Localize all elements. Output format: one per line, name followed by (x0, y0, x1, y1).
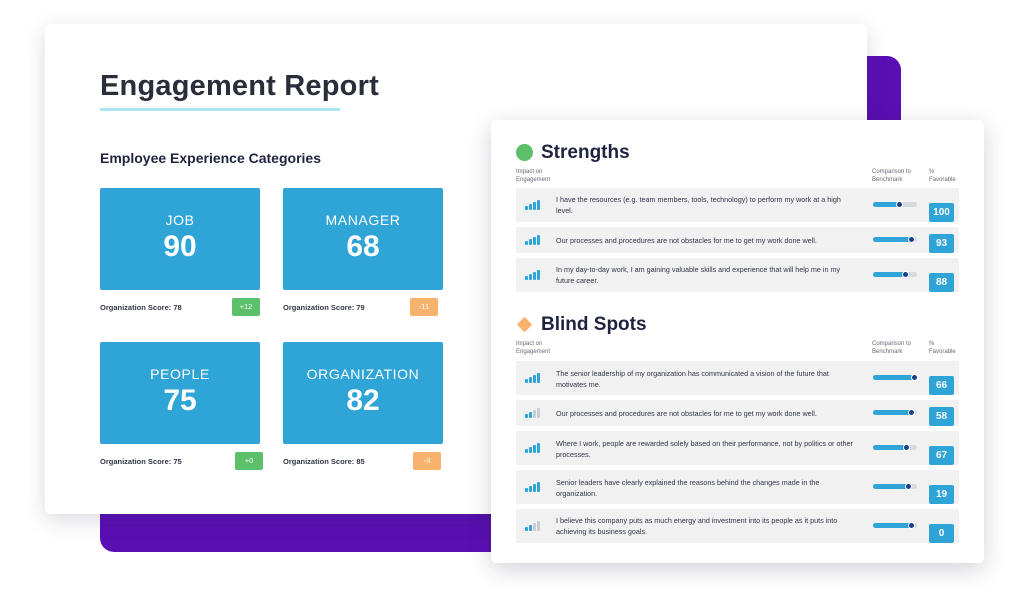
strengths-heading: Strengths (541, 142, 630, 163)
favorable-badge: 19 (929, 485, 954, 504)
category-card-organization[interactable]: ORGANIZATION 82 (283, 342, 443, 444)
question-row[interactable]: I believe this company puts as much ener… (516, 509, 959, 543)
favorable-badge: 93 (929, 234, 954, 253)
favorable-badge: 66 (929, 376, 954, 395)
benchmark-marker (907, 409, 915, 416)
title-underline (100, 108, 340, 111)
favorable-badge: 67 (929, 446, 954, 465)
report-title: Engagement Report (100, 70, 379, 102)
delta-badge: -3 (413, 452, 441, 470)
category-name: MANAGER (325, 212, 401, 228)
favorable-badge: 88 (929, 273, 954, 292)
question-text: Where I work, people are rewarded solely… (556, 439, 853, 459)
survey-results-panel: Strengths Impact on Engagement Compariso… (491, 120, 984, 563)
green-circle-icon (516, 144, 533, 161)
category-card-job[interactable]: JOB 90 (100, 188, 260, 290)
category-score: 75 (163, 384, 197, 417)
question-row[interactable]: Our processes and procedures are not obs… (516, 227, 959, 253)
impact-bars-icon (525, 408, 543, 418)
question-text: In my day-to-day work, I am gaining valu… (556, 265, 841, 285)
category-card-manager[interactable]: MANAGER 68 (283, 188, 443, 290)
benchmark-bar (873, 374, 919, 381)
favorable-badge: 58 (929, 407, 954, 426)
impact-column-header: Impact on Engagement (516, 169, 551, 183)
org-score-label: Organization Score: 79 (283, 303, 365, 312)
orange-diamond-icon (517, 317, 532, 332)
delta-badge: +0 (235, 452, 263, 470)
question-row[interactable]: Where I work, people are rewarded solely… (516, 431, 959, 465)
impact-bars-icon (525, 521, 543, 531)
benchmark-bar (873, 201, 917, 208)
impact-column-header: Impact on Engagement (516, 341, 551, 355)
benchmark-marker (903, 444, 911, 451)
comparison-column-header: Comparison to Benchmark (872, 169, 912, 183)
benchmark-marker (911, 374, 919, 381)
category-name: ORGANIZATION (306, 366, 420, 382)
category-score: 82 (346, 384, 380, 417)
delta-badge: +12 (232, 298, 260, 316)
question-text: Senior leaders have clearly explained th… (556, 478, 820, 498)
org-score-label: Organization Score: 78 (100, 303, 182, 312)
impact-bars-icon (525, 373, 543, 383)
benchmark-bar (873, 522, 917, 529)
benchmark-marker (907, 236, 915, 243)
benchmark-bar (873, 236, 917, 243)
question-row[interactable]: I have the resources (e.g. team members,… (516, 188, 959, 222)
categories-section-title: Employee Experience Categories (100, 150, 321, 166)
impact-bars-icon (525, 200, 543, 210)
category-name: JOB (165, 212, 195, 228)
org-score-label: Organization Score: 85 (283, 457, 365, 466)
comparison-column-header: Comparison to Benchmark (872, 341, 912, 355)
benchmark-bar (873, 444, 917, 451)
benchmark-marker (901, 271, 909, 278)
category-score: 68 (346, 230, 380, 263)
favorable-column-header: % Favorable (929, 169, 956, 183)
question-row[interactable]: In my day-to-day work, I am gaining valu… (516, 258, 959, 292)
impact-bars-icon (525, 270, 543, 280)
impact-bars-icon (525, 443, 543, 453)
org-score-label: Organization Score: 75 (100, 457, 182, 466)
benchmark-bar (873, 483, 917, 490)
favorable-badge: 0 (929, 524, 954, 543)
category-name: PEOPLE (150, 366, 210, 382)
blind-spots-heading: Blind Spots (541, 314, 647, 335)
question-row[interactable]: The senior leadership of my organization… (516, 361, 959, 395)
question-text: Our processes and procedures are not obs… (556, 236, 817, 245)
category-card-people[interactable]: PEOPLE 75 (100, 342, 260, 444)
benchmark-marker (896, 201, 904, 208)
benchmark-bar (873, 409, 917, 416)
benchmark-marker (907, 522, 915, 529)
category-score: 90 (163, 230, 197, 263)
question-row[interactable]: Our processes and procedures are not obs… (516, 400, 959, 426)
question-text: I believe this company puts as much ener… (556, 516, 838, 536)
benchmark-bar (873, 271, 917, 278)
favorable-badge: 100 (929, 203, 954, 222)
question-row[interactable]: Senior leaders have clearly explained th… (516, 470, 959, 504)
impact-bars-icon (525, 482, 543, 492)
question-text: Our processes and procedures are not obs… (556, 409, 817, 418)
question-text: I have the resources (e.g. team members,… (556, 195, 841, 215)
benchmark-marker (905, 483, 913, 490)
favorable-column-header: % Favorable (929, 341, 956, 355)
delta-badge: -11 (410, 298, 438, 316)
impact-bars-icon (525, 235, 543, 245)
question-text: The senior leadership of my organization… (556, 369, 829, 389)
